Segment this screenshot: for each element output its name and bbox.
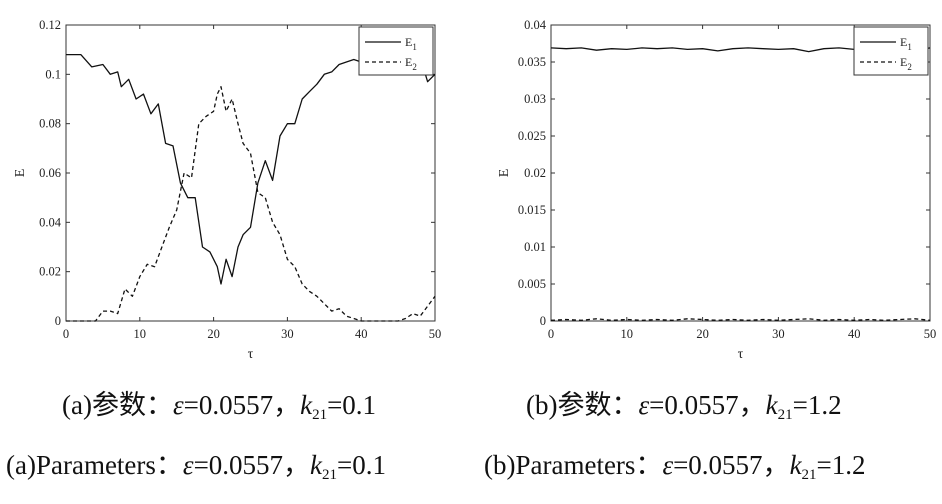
y-tick-label: 0.12 bbox=[39, 18, 61, 32]
k-symbol: k bbox=[300, 390, 313, 420]
caption-b-en: (b)Parameters：ε=0.0557，k21=1.2 bbox=[484, 443, 866, 484]
x-tick-label: 0 bbox=[63, 327, 69, 341]
legend-label: E2 bbox=[900, 55, 912, 72]
y-tick-label: 0 bbox=[540, 314, 546, 328]
k-value: =0.1 bbox=[327, 390, 377, 420]
x-axis-label: τ bbox=[738, 347, 744, 362]
x-tick-label: 20 bbox=[207, 327, 220, 341]
legend-box bbox=[853, 26, 929, 76]
x-tick-label: 40 bbox=[848, 327, 861, 341]
y-tick-label: 0.03 bbox=[524, 92, 546, 106]
k-subscript: 21 bbox=[801, 467, 817, 483]
x-tick-label: 50 bbox=[924, 327, 937, 341]
x-tick-label: 0 bbox=[548, 327, 554, 341]
epsilon-symbol: ε bbox=[172, 390, 184, 420]
epsilon-symbol: ε bbox=[638, 390, 650, 420]
x-tick-label: 10 bbox=[621, 327, 634, 341]
k-value: =0.1 bbox=[337, 450, 387, 480]
caption-a-zh: (a)参数：ε=0.0557，k21=0.1 bbox=[62, 383, 376, 424]
y-tick-label: 0 bbox=[55, 314, 61, 328]
series-line-e2 bbox=[550, 318, 931, 321]
legend-label: E1 bbox=[405, 35, 417, 52]
y-tick-label: 0.04 bbox=[39, 215, 62, 229]
y-tick-label: 0.005 bbox=[518, 277, 546, 291]
k-subscript: 21 bbox=[777, 407, 793, 423]
legend-box bbox=[358, 26, 434, 76]
chart-panel-b: 0 0.005 0.01 0.015 0.02 0.025 0.03 0.035 0.04 0 10… bbox=[497, 18, 936, 362]
k-subscript: 21 bbox=[322, 467, 338, 483]
caption-prefix: (a)Parameters： bbox=[6, 450, 183, 480]
y-tick-label: 0.04 bbox=[524, 18, 547, 32]
y-tick-label: 0.01 bbox=[524, 240, 546, 254]
legend-label: E1 bbox=[900, 35, 912, 52]
y-axis-label: E bbox=[497, 169, 512, 178]
x-tick-label: 10 bbox=[134, 327, 147, 341]
y-tick-label: 0.02 bbox=[39, 265, 61, 279]
y-axis-label: E bbox=[13, 169, 28, 178]
k-symbol: k bbox=[789, 450, 802, 480]
k-value: =1.2 bbox=[792, 390, 842, 420]
y-tick-label: 0.02 bbox=[524, 166, 546, 180]
y-tick-label: 0.025 bbox=[518, 129, 546, 143]
epsilon-value: =0.0557， bbox=[673, 450, 790, 480]
k-symbol: k bbox=[765, 390, 778, 420]
k-subscript: 21 bbox=[312, 407, 328, 423]
epsilon-value: =0.0557， bbox=[193, 450, 311, 480]
series-line-e1 bbox=[66, 53, 436, 285]
caption-prefix: (a)参数： bbox=[62, 390, 173, 420]
legend-label: E2 bbox=[405, 55, 417, 72]
epsilon-value: =0.0557， bbox=[183, 390, 301, 420]
x-tick-label: 40 bbox=[355, 327, 368, 341]
y-tick-label: 0.035 bbox=[518, 55, 546, 69]
epsilon-symbol: ε bbox=[182, 450, 194, 480]
y-tick-label: 0.06 bbox=[39, 166, 61, 180]
x-tick-label: 50 bbox=[429, 327, 442, 341]
chart-panel-a: 0 0.02 0.04 0.06 0.08 0.1 0.12 0 10 20 30 40 50 τ E E1 E… bbox=[13, 18, 441, 362]
epsilon-symbol: ε bbox=[662, 450, 674, 480]
y-tick-label: 0.015 bbox=[518, 203, 546, 217]
series-line-e2 bbox=[66, 86, 436, 322]
caption-prefix: (b)参数： bbox=[526, 390, 639, 420]
epsilon-value: =0.0557， bbox=[649, 390, 766, 420]
k-value: =1.2 bbox=[816, 450, 866, 480]
x-axis-label: τ bbox=[248, 347, 254, 362]
caption-a-en: (a)Parameters：ε=0.0557，k21=0.1 bbox=[6, 443, 386, 484]
x-tick-label: 30 bbox=[772, 327, 785, 341]
k-symbol: k bbox=[310, 450, 323, 480]
caption-prefix: (b)Parameters： bbox=[484, 450, 663, 480]
y-tick-label: 0.08 bbox=[39, 117, 61, 131]
caption-b-zh: (b)参数：ε=0.0557，k21=1.2 bbox=[526, 383, 842, 424]
x-tick-label: 30 bbox=[281, 327, 294, 341]
x-tick-label: 20 bbox=[696, 327, 709, 341]
y-tick-label: 0.1 bbox=[45, 67, 61, 81]
